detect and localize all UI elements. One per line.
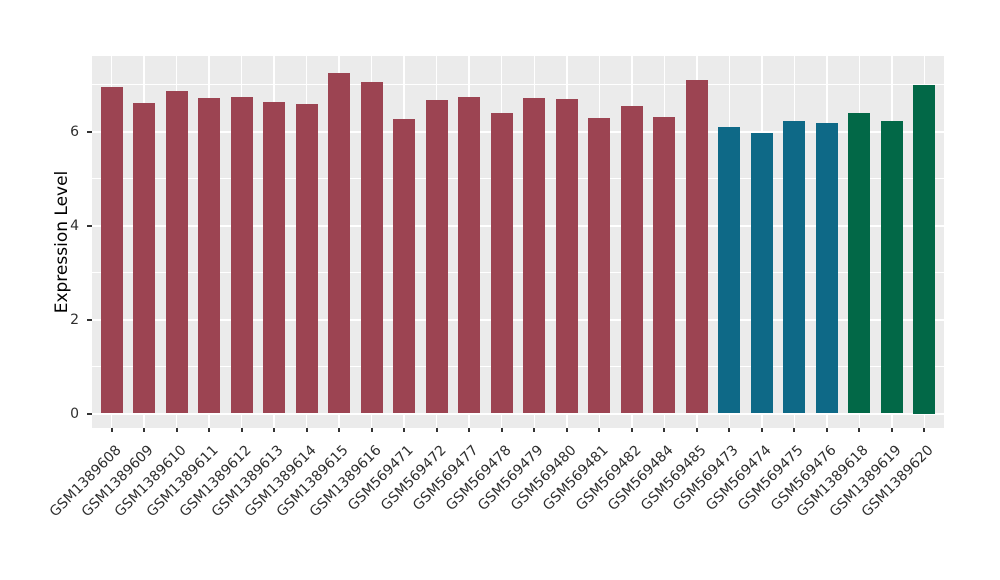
x-tick-GSM1389618	[858, 428, 861, 432]
x-tick-GSM569478	[500, 428, 503, 432]
x-tick-GSM569479	[533, 428, 536, 432]
x-tick-GSM1389608	[110, 428, 113, 432]
y-tick-2	[87, 318, 92, 321]
bar-GSM569473	[718, 126, 741, 414]
x-tick-GSM569477	[468, 428, 471, 432]
bar-GSM1389611	[198, 97, 221, 414]
y-tick-label-0: 0	[70, 405, 79, 422]
x-tick-GSM569475	[793, 428, 796, 432]
bar-GSM1389609	[133, 102, 156, 414]
gridline-major-y-0	[92, 412, 944, 415]
x-tick-GSM1389619	[890, 428, 893, 432]
x-tick-GSM569473	[728, 428, 731, 432]
plot-panel	[92, 56, 944, 428]
gridline-major-y-4	[92, 224, 944, 227]
x-tick-GSM569476	[825, 428, 828, 432]
x-tick-GSM1389615	[338, 428, 341, 432]
gridline-major-y-2	[92, 318, 944, 321]
x-tick-GSM1389610	[175, 428, 178, 432]
bar-GSM569472	[425, 100, 448, 414]
x-tick-GSM569471	[403, 428, 406, 432]
gridline-minor-y-1	[92, 365, 944, 368]
x-tick-GSM569481	[598, 428, 601, 432]
bar-GSM1389619	[880, 121, 903, 414]
bar-GSM569484	[653, 116, 676, 414]
bar-GSM569479	[523, 97, 546, 414]
bar-GSM1389618	[848, 112, 871, 414]
gridline-major-y-6	[92, 130, 944, 133]
x-tick-GSM569482	[630, 428, 633, 432]
x-tick-GSM569485	[695, 428, 698, 432]
bar-GSM1389613	[263, 101, 286, 414]
bar-GSM1389610	[165, 90, 188, 414]
bar-GSM569480	[555, 99, 578, 414]
bar-GSM569478	[490, 112, 513, 414]
y-tick-0	[87, 412, 92, 415]
bar-GSM569476	[815, 122, 838, 414]
x-tick-GSM1389612	[240, 428, 243, 432]
bar-GSM569485	[685, 79, 708, 414]
x-tick-GSM569472	[435, 428, 438, 432]
x-tick-GSM1389609	[143, 428, 146, 432]
x-tick-GSM569480	[565, 428, 568, 432]
bar-GSM1389615	[328, 73, 351, 414]
bar-GSM569474	[750, 133, 773, 414]
x-tick-GSM1389611	[208, 428, 211, 432]
gridline-minor-y-3	[92, 271, 944, 274]
bar-GSM1389620	[913, 84, 936, 414]
bar-GSM569482	[620, 106, 643, 414]
y-tick-4	[87, 224, 92, 227]
bar-GSM569471	[393, 118, 416, 414]
gridline-minor-y-5	[92, 177, 944, 180]
x-tick-GSM569474	[760, 428, 763, 432]
gridline-minor-y-7	[92, 83, 944, 86]
y-tick-label-6: 6	[70, 123, 79, 140]
y-tick-label-4: 4	[70, 217, 79, 234]
bar-GSM1389608	[100, 86, 123, 414]
x-tick-GSM569484	[663, 428, 666, 432]
y-tick-6	[87, 130, 92, 133]
bar-GSM569481	[588, 118, 611, 414]
x-tick-GSM1389614	[305, 428, 308, 432]
bar-GSM1389616	[360, 82, 383, 414]
bar-GSM569477	[458, 97, 481, 414]
bar-GSM1389614	[295, 103, 318, 414]
y-axis-title: Expression Level	[52, 170, 72, 314]
bar-GSM569475	[783, 120, 806, 414]
x-tick-GSM1389613	[273, 428, 276, 432]
y-tick-label-2: 2	[70, 311, 79, 328]
bar-GSM1389612	[230, 97, 253, 414]
x-tick-GSM1389616	[370, 428, 373, 432]
x-tick-GSM1389620	[923, 428, 926, 432]
